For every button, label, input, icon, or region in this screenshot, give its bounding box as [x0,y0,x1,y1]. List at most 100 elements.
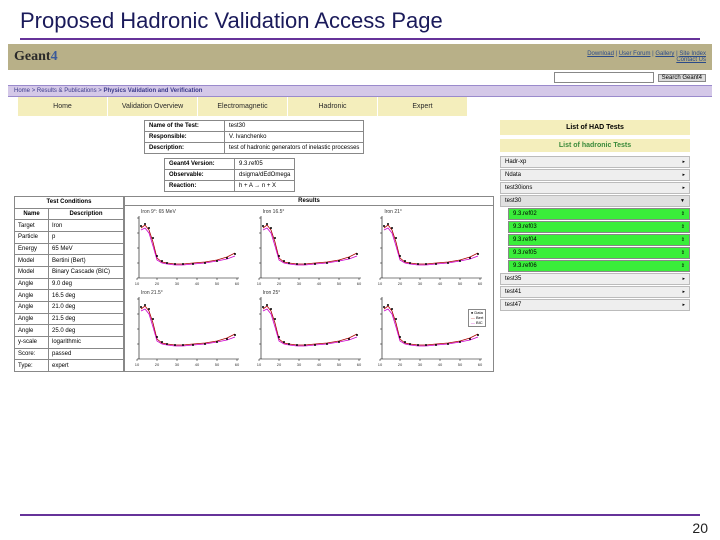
cond-name: y-scale [15,336,49,348]
test-item-label: test35 [505,276,521,282]
updown-icon: ⇕ [681,263,685,269]
label-desc: Description: [145,143,225,154]
test-item[interactable]: Ndata▸ [500,169,690,181]
search-input[interactable] [554,72,654,83]
download-link[interactable]: Download [587,51,614,57]
version-label: 9.3.ref05 [513,250,537,256]
left-column: Name of the Test:test30 Responsible:V. I… [14,120,494,372]
version-label: 9.3.ref06 [513,263,537,269]
svg-text:10: 10 [135,281,140,286]
plot-title: Iron 25° [263,290,281,296]
test-item-label: Hadr-xp [505,159,526,165]
table-row: Angle25.0 deg [15,325,124,337]
svg-text:30: 30 [175,281,180,286]
breadcrumb-home[interactable]: Home [14,88,30,94]
results-area: Results 102030405060Iron 9°: 65 MeV10203… [124,196,494,372]
svg-text:30: 30 [175,362,180,367]
tab-hadronic[interactable]: Hadronic [288,97,378,116]
results-title: Results [125,197,493,206]
logo-text: Geant [14,49,51,64]
test-item[interactable]: test30▼ [500,195,690,207]
version-item[interactable]: 9.3.ref02 ⇕ [508,208,690,220]
test-item-label: test30 [505,198,521,204]
updown-icon: ⇕ [681,237,685,243]
plot: 102030405060 ● Data — Bert — BIC [370,289,488,369]
version-info-table: Geant4 Version:9.3.ref05 Observable:dsig… [164,158,295,192]
label-name: Name of the Test: [145,121,225,132]
search-row: Search Geant4 [8,70,712,85]
test-item-label: Ndata [505,172,521,178]
cond-name: Type: [15,360,49,372]
tab-electromagnetic[interactable]: Electromagnetic [198,97,288,116]
svg-text:50: 50 [336,281,341,286]
tab-home[interactable]: Home [18,97,108,116]
value-resp: V. Ivanchenko [225,132,364,143]
updown-icon: ⇕ [681,224,685,230]
version-label: 9.3.ref03 [513,224,537,230]
version-item[interactable]: 9.3.ref03 ⇕ [508,221,690,233]
version-label: 9.3.ref02 [513,211,537,217]
cond-name: Angle [15,290,49,302]
cond-value: 16.5 deg [49,290,124,302]
svg-text:40: 40 [316,362,321,367]
sidebar-header: List of HAD Tests [500,120,690,135]
userforum-link[interactable]: User Forum [619,51,651,57]
site-header: Geant4 Download | User Forum | Gallery |… [8,44,712,70]
test-item-label: test41 [505,289,521,295]
geant4-logo: Geant4 [14,49,58,65]
svg-text:30: 30 [296,281,301,286]
breadcrumb-results[interactable]: Results & Publications [37,88,97,94]
svg-text:50: 50 [336,362,341,367]
test-info-table: Name of the Test:test30 Responsible:V. I… [144,120,364,154]
version-item[interactable]: 9.3.ref05⇕ [508,247,690,259]
value-name: test30 [225,121,364,132]
tab-validation-overview[interactable]: Validation Overview [108,97,198,116]
label-reac: Reaction: [165,181,235,192]
contact-link[interactable]: Contact Us [676,57,706,63]
test-item[interactable]: test47▸ [500,299,690,311]
cond-value: Binary Cascade (BIC) [49,266,124,278]
svg-text:20: 20 [398,362,403,367]
top-links: Download | User Forum | Gallery | Site I… [587,51,706,63]
label-obs: Observable: [165,170,235,181]
chevron-icon: ▸ [682,276,685,282]
test-item[interactable]: test41▸ [500,286,690,298]
page-number: 20 [692,520,708,536]
svg-text:40: 40 [316,281,321,286]
cond-value: p [49,231,124,243]
test-list: Hadr-xp▸Ndata▸test30ions▸test30▼9.3.ref0… [500,156,690,311]
search-button[interactable]: Search Geant4 [658,74,706,82]
cond-name: Angle [15,313,49,325]
version-item[interactable]: 9.3.ref04⇕ [508,234,690,246]
table-row: Angle21.5 deg [15,313,124,325]
sidebar: List of HAD Tests List of hadronic Tests… [500,120,690,372]
svg-text:60: 60 [356,281,361,286]
test-item[interactable]: test30ions▸ [500,182,690,194]
cond-name: Angle [15,325,49,337]
gallery-link[interactable]: Gallery [655,51,674,57]
tab-expert[interactable]: Expert [378,97,468,116]
test-item[interactable]: Hadr-xp▸ [500,156,690,168]
table-row: Score:passed [15,348,124,360]
plot: 102030405060Iron 21° [370,208,488,288]
plot-title: Iron 21° [384,209,402,215]
cond-value: 21.0 deg [49,301,124,313]
breadcrumb-current: Physics Validation and Verification [103,88,202,94]
label-resp: Responsible: [145,132,225,143]
logo-four: 4 [51,49,58,64]
cond-value: expert [49,360,124,372]
cond-value: 9.0 deg [49,278,124,290]
test-item[interactable]: test35 ▸ [500,273,690,285]
breadcrumb: Home > Results & Publications > Physics … [8,85,712,97]
svg-text:40: 40 [195,281,200,286]
version-item[interactable]: 9.3.ref06 ⇕ [508,260,690,272]
cond-value: 25.0 deg [49,325,124,337]
cond-name: Target [15,220,49,232]
chevron-icon: ▸ [682,302,685,308]
table-row: ModelBertini (Bert) [15,255,124,267]
value-reac: h + A → n + X [235,181,295,192]
updown-icon: ⇕ [681,211,685,217]
table-row: Angle21.0 deg [15,301,124,313]
version-group: 9.3.ref02⇕9.3.ref03⇕9.3.ref04⇕9.3.ref05⇕… [508,208,690,272]
cond-value: Bertini (Bert) [49,255,124,267]
